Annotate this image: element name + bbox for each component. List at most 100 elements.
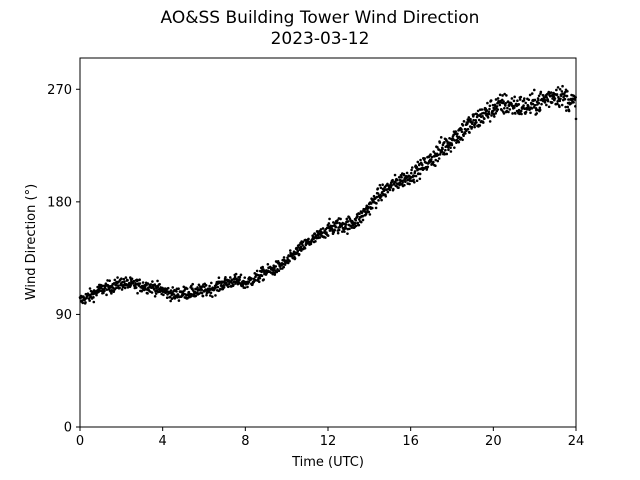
data-point <box>543 101 547 104</box>
data-point <box>447 148 450 152</box>
data-point <box>258 276 262 280</box>
data-point <box>561 84 564 88</box>
data-point <box>457 135 461 139</box>
data-point <box>563 94 566 97</box>
data-point <box>367 205 370 209</box>
data-point <box>208 284 211 288</box>
data-point <box>105 288 109 291</box>
data-point <box>412 178 415 182</box>
data-point <box>205 293 208 297</box>
data-point <box>493 115 496 118</box>
data-point <box>134 286 138 289</box>
data-point <box>450 143 454 147</box>
data-point <box>443 141 446 144</box>
data-point <box>336 219 339 222</box>
data-point <box>438 141 442 144</box>
data-point <box>439 136 443 139</box>
data-point <box>169 295 172 299</box>
data-point <box>348 227 351 231</box>
data-point <box>219 287 222 291</box>
data-point <box>512 99 516 103</box>
data-point <box>426 165 430 169</box>
data-point <box>126 286 130 289</box>
data-point <box>527 98 531 102</box>
data-point <box>457 140 461 144</box>
data-point <box>496 97 500 100</box>
data-point <box>214 294 217 297</box>
data-point <box>436 159 440 163</box>
data-point <box>151 280 154 283</box>
data-point <box>537 101 541 105</box>
data-point <box>233 275 237 279</box>
data-point <box>378 183 382 187</box>
data-point <box>516 99 519 102</box>
data-point <box>544 98 547 102</box>
data-point <box>232 280 236 284</box>
data-point <box>429 158 433 161</box>
data-point <box>384 195 388 198</box>
data-point <box>369 202 373 205</box>
data-point <box>194 294 198 298</box>
data-point <box>205 291 209 295</box>
data-point <box>356 215 359 218</box>
data-point <box>410 168 413 172</box>
plot-frame <box>79 57 577 428</box>
data-point <box>487 110 491 114</box>
data-point <box>410 166 414 169</box>
data-point <box>88 299 91 302</box>
data-point <box>524 110 528 114</box>
data-point <box>468 131 471 134</box>
data-point <box>357 223 361 227</box>
data-point <box>503 92 506 96</box>
data-point <box>514 112 517 115</box>
data-point <box>367 210 371 214</box>
data-point <box>336 231 340 235</box>
data-point <box>464 132 467 135</box>
data-point <box>274 265 278 268</box>
data-point <box>358 212 361 215</box>
data-point <box>444 148 447 152</box>
data-point <box>177 299 181 302</box>
data-point <box>301 244 304 247</box>
data-point <box>528 93 532 97</box>
data-point <box>430 155 434 159</box>
data-point <box>250 277 253 280</box>
data-point <box>453 139 456 142</box>
data-point <box>122 277 126 281</box>
data-point <box>301 240 305 244</box>
data-point <box>392 187 395 191</box>
data-point <box>524 101 527 105</box>
data-point <box>129 284 132 287</box>
data-point <box>333 228 337 232</box>
data-point <box>460 130 464 134</box>
data-point <box>481 114 484 118</box>
data-point <box>230 278 234 281</box>
data-point <box>481 121 485 124</box>
data-point <box>415 179 419 183</box>
data-point <box>478 124 482 127</box>
data-point <box>486 116 490 119</box>
data-point <box>261 265 264 269</box>
data-point <box>397 175 401 179</box>
data-point <box>350 226 354 229</box>
data-point <box>386 190 390 194</box>
data-point <box>465 129 468 132</box>
data-point <box>372 194 376 198</box>
data-point <box>487 112 491 116</box>
data-point <box>299 245 303 249</box>
y-axis: 0 90 180 270 <box>47 83 80 436</box>
data-point <box>564 90 567 94</box>
data-point <box>118 286 121 290</box>
data-point <box>296 251 299 255</box>
data-point <box>436 146 439 149</box>
data-point <box>170 297 174 301</box>
data-point <box>112 290 116 293</box>
data-point <box>196 286 199 289</box>
x-axis-label: Time (UTC) <box>291 455 364 470</box>
data-points <box>78 84 578 305</box>
data-point <box>537 94 541 98</box>
data-point <box>491 103 495 107</box>
data-point <box>503 106 506 110</box>
x-tick-label: 24 <box>568 434 585 449</box>
data-point <box>381 183 384 187</box>
